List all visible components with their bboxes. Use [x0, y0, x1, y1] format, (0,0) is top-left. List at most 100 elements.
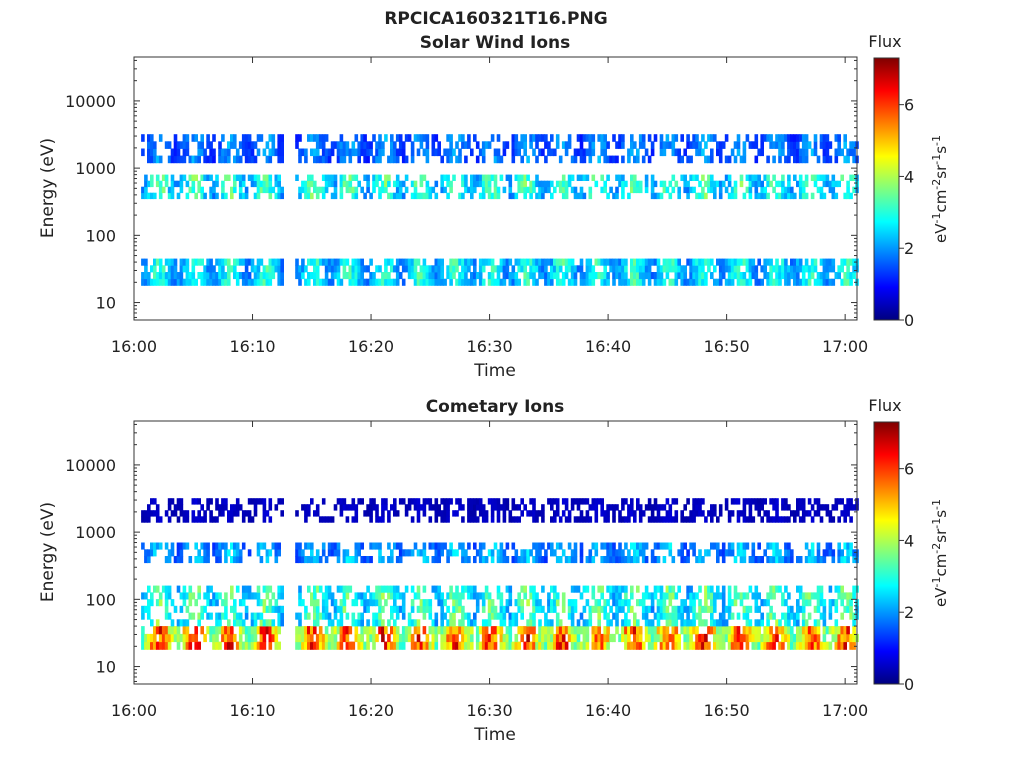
heatmap-cell: [627, 278, 631, 286]
heatmap-cell: [230, 592, 234, 600]
heatmap-cell: [784, 516, 788, 523]
heatmap-cell: [541, 556, 545, 564]
heatmap-cell: [594, 498, 599, 505]
heatmap-cell: [570, 265, 575, 273]
heatmap-cell: [630, 148, 634, 157]
heatmap-cell: [582, 134, 587, 142]
heatmap-cell: [600, 134, 604, 142]
heatmap-cell: [810, 516, 815, 523]
heatmap-cell: [478, 504, 483, 511]
heatmap-cell: [458, 148, 462, 157]
heatmap-cell: [499, 592, 504, 600]
heatmap-cell: [170, 186, 175, 194]
heatmap-cell: [597, 605, 601, 613]
heatmap-cell: [318, 585, 323, 593]
heatmap-cell: [467, 258, 471, 266]
heatmap-cell: [167, 549, 172, 557]
heatmap-cell: [393, 180, 397, 188]
heatmap-cell: [692, 265, 696, 273]
heatmap-cell: [446, 549, 450, 557]
heatmap-cell: [144, 174, 148, 181]
heatmap-cell: [342, 265, 347, 273]
heatmap-cell: [724, 626, 729, 635]
heatmap-cell: [188, 278, 193, 286]
heatmap-cell: [609, 504, 613, 511]
heatmap-cell: [567, 174, 572, 181]
heatmap-cell: [730, 272, 735, 280]
heatmap-cell: [612, 192, 616, 200]
heatmap-cell: [434, 542, 439, 550]
y-tick-label: 1000: [75, 159, 116, 178]
heatmap-cell: [449, 148, 453, 157]
heatmap-cell: [852, 633, 856, 643]
heatmap-cell: [224, 599, 228, 607]
heatmap-cell: [410, 549, 415, 557]
heatmap-cell: [825, 148, 830, 157]
heatmap-cell: [647, 155, 652, 164]
heatmap-cell: [570, 641, 575, 650]
heatmap-cell: [573, 272, 578, 280]
x-tick-label: 16:40: [585, 701, 631, 720]
heatmap-cell: [668, 612, 673, 620]
heatmap-cell: [538, 148, 542, 157]
heatmap-cell: [680, 265, 684, 273]
heatmap-cell: [235, 542, 240, 550]
heatmap-cell: [778, 549, 782, 557]
heatmap-cell: [570, 605, 575, 613]
heatmap-cell: [606, 155, 610, 164]
heatmap-cell: [490, 278, 495, 286]
heatmap-cell: [141, 148, 145, 157]
heatmap-cell: [621, 272, 625, 280]
heatmap-cell: [665, 265, 670, 273]
heatmap-cell: [490, 516, 495, 523]
heatmap-cell: [733, 633, 738, 643]
heatmap-cell: [772, 174, 776, 181]
heatmap-cell: [840, 585, 844, 593]
heatmap-cell: [760, 192, 764, 200]
heatmap-cell: [176, 278, 181, 286]
heatmap-cell: [224, 549, 228, 557]
heatmap-cell: [650, 626, 655, 635]
heatmap-cell: [375, 504, 379, 511]
heatmap-cell: [393, 498, 397, 505]
heatmap-cell: [461, 174, 465, 181]
heatmap-cell: [354, 626, 359, 635]
heatmap-cell: [244, 585, 249, 593]
heatmap-cell: [739, 272, 744, 280]
heatmap-cell: [567, 258, 572, 266]
heatmap-cell: [307, 174, 311, 181]
heatmap-cell: [360, 592, 364, 600]
heatmap-cell: [538, 556, 542, 564]
heatmap-cell: [718, 141, 723, 149]
heatmap-cell: [170, 549, 175, 557]
heatmap-cell: [763, 633, 767, 643]
heatmap-cell: [378, 192, 382, 200]
heatmap-cell: [505, 599, 510, 607]
heatmap-cell: [170, 633, 175, 643]
heatmap-cell: [772, 516, 776, 523]
heatmap-cell: [339, 641, 344, 650]
heatmap-cell: [366, 155, 370, 164]
heatmap-cell: [754, 504, 759, 511]
heatmap-cell: [360, 633, 364, 643]
heatmap-cell: [532, 542, 536, 550]
heatmap-cell: [425, 556, 430, 564]
heatmap-cell: [692, 510, 696, 517]
heatmap-cell: [461, 180, 465, 188]
heatmap-cell: [807, 141, 812, 149]
x-tick-label: 16:00: [111, 701, 157, 720]
heatmap-cell: [277, 148, 281, 157]
heatmap-cell: [796, 134, 800, 142]
heatmap-cell: [828, 605, 833, 613]
heatmap-cell: [561, 599, 566, 607]
heatmap-cell: [793, 633, 797, 643]
heatmap-cell: [701, 265, 705, 273]
heatmap-cell: [671, 134, 676, 142]
heatmap-cell: [461, 626, 465, 635]
heatmap-cell: [532, 504, 536, 511]
heatmap-cell: [532, 641, 536, 650]
heatmap-cell: [413, 186, 418, 194]
heatmap-cell: [437, 542, 441, 550]
heatmap-cell: [603, 556, 607, 564]
heatmap-cell: [250, 498, 255, 505]
